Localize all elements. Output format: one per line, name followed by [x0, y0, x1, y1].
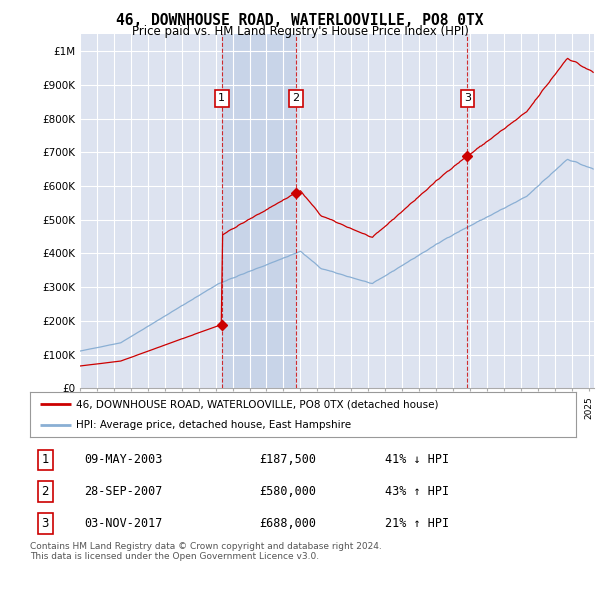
Text: 46, DOWNHOUSE ROAD, WATERLOOVILLE, PO8 0TX (detached house): 46, DOWNHOUSE ROAD, WATERLOOVILLE, PO8 0… — [76, 399, 439, 409]
Text: £688,000: £688,000 — [259, 517, 316, 530]
Text: Contains HM Land Registry data © Crown copyright and database right 2024.
This d: Contains HM Land Registry data © Crown c… — [30, 542, 382, 561]
Text: Price paid vs. HM Land Registry's House Price Index (HPI): Price paid vs. HM Land Registry's House … — [131, 25, 469, 38]
Text: 41% ↓ HPI: 41% ↓ HPI — [385, 454, 449, 467]
Text: HPI: Average price, detached house, East Hampshire: HPI: Average price, detached house, East… — [76, 419, 352, 430]
Text: 1: 1 — [41, 454, 49, 467]
Text: 43% ↑ HPI: 43% ↑ HPI — [385, 485, 449, 498]
Text: 3: 3 — [41, 517, 49, 530]
Text: 3: 3 — [464, 93, 471, 103]
Text: 28-SEP-2007: 28-SEP-2007 — [85, 485, 163, 498]
Bar — [221, 34, 296, 388]
Text: 2: 2 — [41, 485, 49, 498]
Text: 2: 2 — [293, 93, 300, 103]
Text: 03-NOV-2017: 03-NOV-2017 — [85, 517, 163, 530]
Text: 21% ↑ HPI: 21% ↑ HPI — [385, 517, 449, 530]
Text: £580,000: £580,000 — [259, 485, 316, 498]
Text: £187,500: £187,500 — [259, 454, 316, 467]
Text: 1: 1 — [218, 93, 225, 103]
Text: 46, DOWNHOUSE ROAD, WATERLOOVILLE, PO8 0TX: 46, DOWNHOUSE ROAD, WATERLOOVILLE, PO8 0… — [116, 13, 484, 28]
Text: 09-MAY-2003: 09-MAY-2003 — [85, 454, 163, 467]
